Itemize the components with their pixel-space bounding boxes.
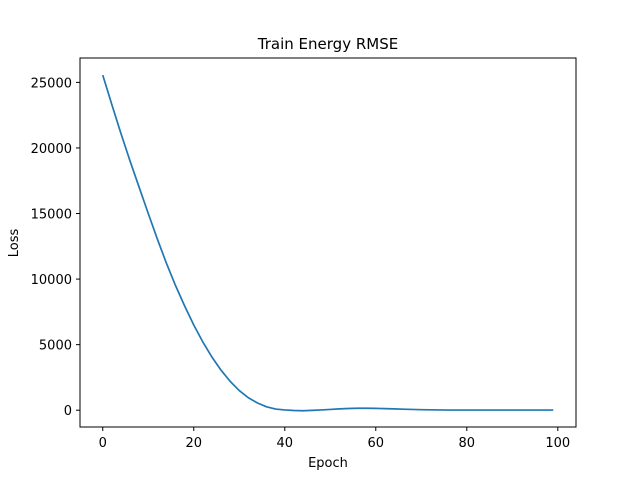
x-axis: 0 20 40 60 80 100 xyxy=(99,427,570,451)
y-tick-label: 0 xyxy=(64,404,72,419)
y-tick-label: 25000 xyxy=(31,76,72,91)
x-axis-label: Epoch xyxy=(308,456,348,471)
plot-frame xyxy=(79,57,577,428)
y-axis: 0 5000 10000 15000 20000 25000 xyxy=(31,76,80,419)
loss-series-line xyxy=(101,74,554,412)
chart-title: Train Energy RMSE xyxy=(257,35,398,53)
x-tick-label: 0 xyxy=(99,436,107,451)
y-tick-label: 5000 xyxy=(39,339,72,354)
x-tick-label: 40 xyxy=(276,436,293,451)
y-axis-label: Loss xyxy=(7,229,22,258)
x-tick-label: 60 xyxy=(368,436,385,451)
x-tick-label: 100 xyxy=(545,436,570,451)
x-tick-label: 80 xyxy=(459,436,476,451)
plot-area xyxy=(101,74,554,412)
x-tick-label: 20 xyxy=(185,436,202,451)
y-tick-label: 10000 xyxy=(31,273,72,288)
y-tick-label: 20000 xyxy=(31,142,72,157)
y-tick-label: 15000 xyxy=(31,208,72,223)
